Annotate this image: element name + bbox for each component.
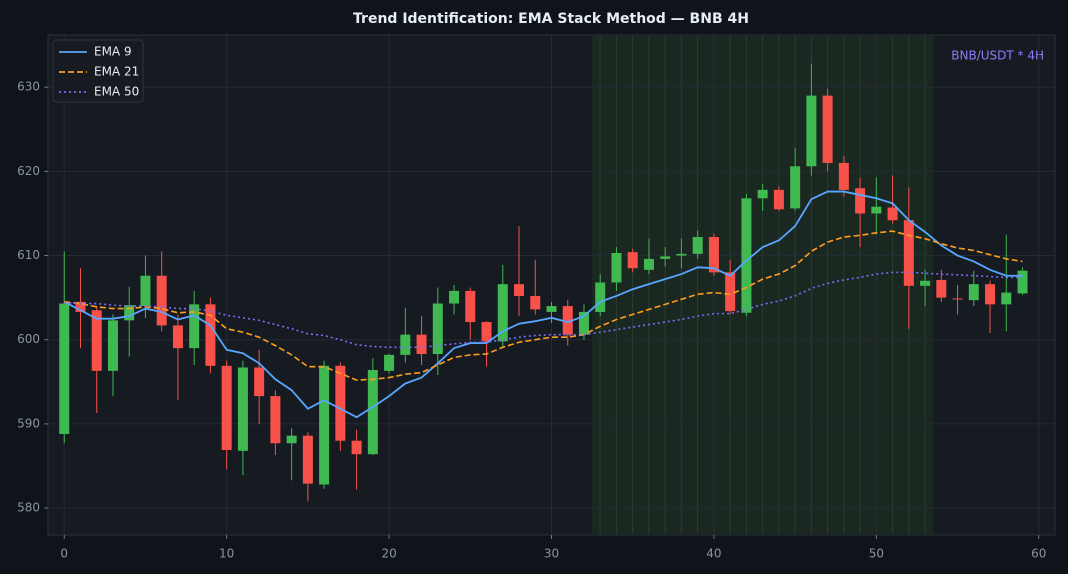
candle-body [351,440,362,455]
y-tick-label: 600 [17,332,40,346]
legend-label: EMA 50 [94,85,139,99]
candle-body [416,334,427,355]
x-tick-label: 30 [544,547,559,561]
candle-body [822,95,833,163]
candle-body [465,290,476,323]
candle-body [936,279,947,298]
candle-body [237,367,248,451]
legend-label: EMA 21 [94,65,139,79]
candle-body [432,303,443,355]
candle-body [692,237,703,254]
candle-body [384,354,395,371]
x-tick-label: 20 [381,547,396,561]
chart-title: Trend Identification: EMA Stack Method —… [353,11,749,27]
candle-body [838,162,849,190]
x-tick-label: 10 [219,547,234,561]
candle-body [660,256,671,259]
candle-body [172,325,183,349]
y-tick-label: 620 [17,164,40,178]
candle-body [400,334,411,355]
candle-body [302,435,313,484]
candle-body [205,304,216,366]
candle-body [676,253,687,256]
candle-body [725,272,736,312]
candle-body [968,284,979,301]
candle-body [790,166,801,209]
candle-body [254,367,265,397]
ema-line [64,230,1023,381]
x-tick-label: 60 [1031,547,1046,561]
candle-body [757,189,768,199]
candle-body [741,198,752,313]
candle-body [1001,292,1012,305]
legend: EMA 9 EMA 21 EMA 50 [52,39,144,103]
candle-body [1017,270,1028,294]
candle-body [270,396,281,444]
candle-body [140,275,151,307]
candle-body [156,275,167,326]
legend-label: EMA 9 [94,45,132,59]
annotation: BNB/USDT * 4H [951,49,1044,63]
x-tick-label: 40 [706,547,721,561]
ema-line [64,271,1023,349]
y-tick-label: 580 [17,501,40,515]
candle-body [91,310,102,371]
candle-body [124,305,135,321]
candle-body [903,220,914,286]
candle-body [920,280,931,286]
ema-line [63,190,1023,419]
candle-body [59,303,70,434]
candle-body [221,365,232,450]
y-tick-label: 630 [17,80,40,94]
candle-body [806,95,817,167]
candle-body [578,311,589,335]
y-tick-label: 610 [17,248,40,262]
candle-body [773,189,784,210]
candle-body [189,304,200,349]
candle-body [367,370,378,455]
candle-body [335,365,346,441]
candle-body [643,258,654,270]
candle-body [562,306,573,335]
candle-body [855,188,866,214]
y-tick-label: 590 [17,416,40,430]
x-tick-label: 0 [60,547,68,561]
candle-body [319,365,330,485]
x-tick-label: 50 [869,547,884,561]
candle-body [627,252,638,269]
candle-body [481,322,492,342]
candle-body [107,320,118,371]
candle-body [75,301,86,312]
candle-body [546,306,557,312]
legend-box [52,39,144,103]
candle-body [530,295,541,310]
candle-body [286,435,297,444]
candle-body [449,290,460,304]
candle-body [497,284,508,342]
candle-body [611,253,622,283]
candle-body [985,284,996,305]
candle-body [887,207,898,221]
candle-body [514,284,525,296]
candle-body [708,237,719,273]
candle-body [595,282,606,312]
candle-body [952,298,963,300]
candle-body [871,206,882,214]
